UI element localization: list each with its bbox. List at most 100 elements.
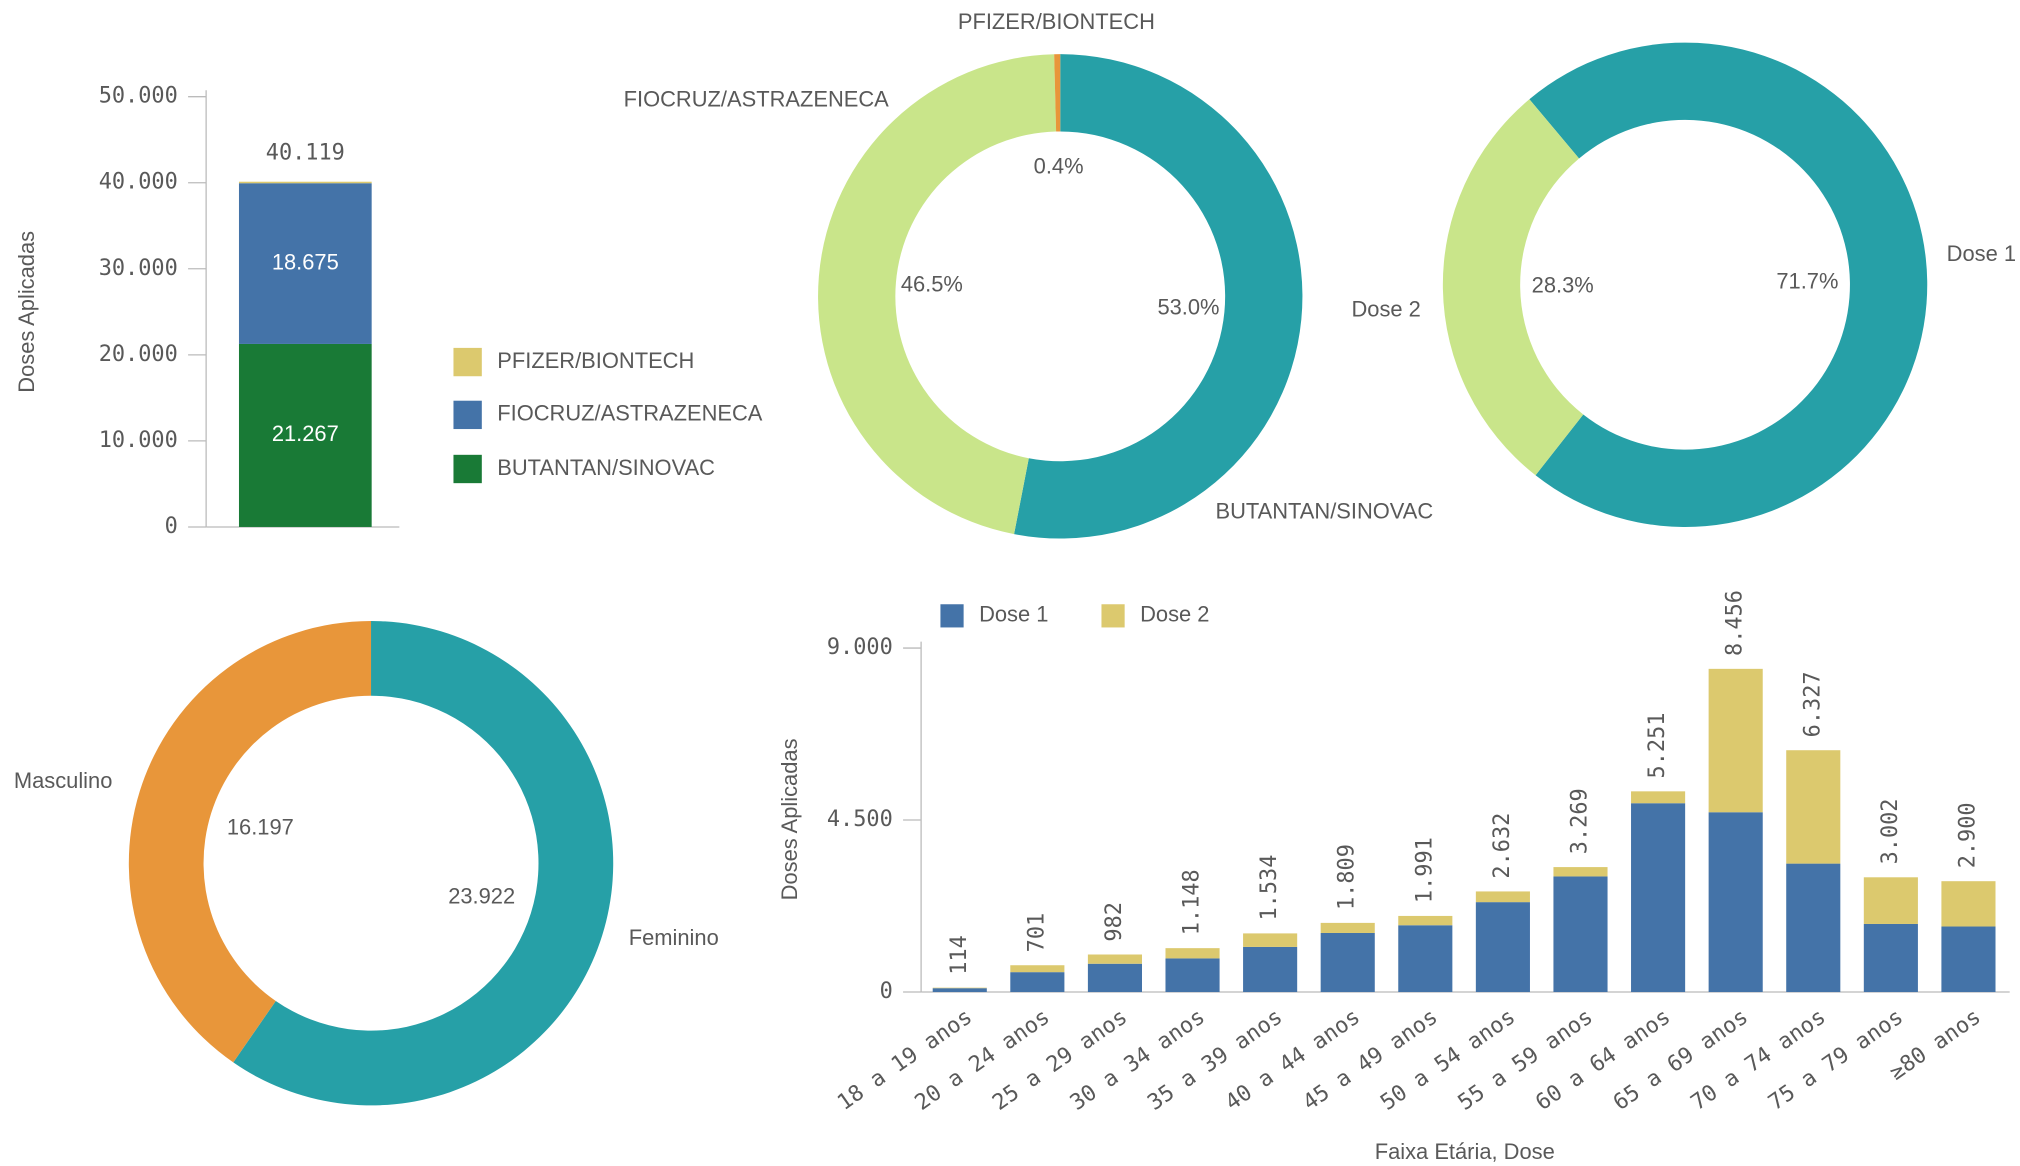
bar-segment: [1941, 881, 1996, 927]
x-tick-label: 18 a 19 anos: [833, 1005, 977, 1116]
bar-segment: [1941, 926, 1996, 993]
category-label: Masculino: [14, 768, 113, 793]
bar-segment: [1010, 972, 1065, 993]
bar-segment: [932, 988, 987, 993]
legend-label: Dose 1: [979, 602, 1048, 627]
y-axis-title: Doses Aplicadas: [777, 738, 802, 900]
category-label: BUTANTAN/SINOVAC: [1215, 499, 1433, 524]
bar-segment: [1165, 948, 1220, 959]
x-tick-label: 55 a 59 anos: [1454, 1005, 1598, 1116]
category-label: Dose 2: [1351, 296, 1420, 321]
value-label: 16.197: [227, 814, 294, 839]
legend-label: Dose 2: [1140, 602, 1209, 627]
total-label: 40.119: [266, 140, 345, 165]
legend-swatch: [453, 400, 482, 430]
value-label: 21.267: [272, 421, 339, 446]
legend-swatch: [1101, 604, 1125, 628]
total-label: 3.269: [1567, 788, 1592, 854]
x-tick-label: 40 a 44 anos: [1221, 1005, 1365, 1116]
x-tick-label: 35 a 39 anos: [1143, 1005, 1287, 1116]
value-label: 71.7%: [1776, 269, 1838, 294]
bar-segment: [1398, 915, 1453, 926]
y-tick-label: 10.000: [99, 428, 178, 453]
total-label: 1.534: [1257, 855, 1282, 921]
y-axis-title: Doses Aplicadas: [14, 231, 39, 393]
bar-segment: [1243, 933, 1298, 947]
y-tick-label: 40.000: [99, 170, 178, 195]
category-label: FIOCRUZ/ASTRAZENECA: [624, 86, 890, 111]
total-label: 8.456: [1723, 590, 1748, 656]
total-label: 1.148: [1180, 869, 1205, 935]
category-label: PFIZER/BIONTECH: [958, 9, 1155, 34]
bar-segment: [238, 181, 372, 184]
total-label: 2.632: [1490, 813, 1515, 879]
bar-segment: [1475, 891, 1530, 903]
value-label: 53.0%: [1157, 294, 1219, 319]
total-label: 5.251: [1645, 713, 1670, 779]
total-label: 701: [1024, 913, 1049, 953]
bar-segment: [1631, 803, 1686, 993]
bar-segment: [1398, 925, 1453, 993]
bar-segment: [1786, 750, 1841, 864]
bar-segment: [238, 343, 372, 527]
total-label: 114: [947, 935, 972, 975]
bar-segment: [1786, 863, 1841, 993]
bar-segment: [1863, 923, 1918, 993]
category-label: Feminino: [629, 925, 719, 950]
legend-swatch: [453, 454, 482, 484]
donut-slice: [1442, 99, 1584, 476]
bar-segment: [1087, 963, 1142, 993]
total-label: 3.002: [1878, 799, 1903, 865]
y-tick-label: 20.000: [99, 342, 178, 367]
legend-swatch: [940, 604, 964, 628]
x-tick-label: 65 a 69 anos: [1609, 1005, 1753, 1116]
y-tick-label: 50.000: [99, 84, 178, 109]
x-tick-label: 45 a 49 anos: [1299, 1005, 1443, 1116]
bar-segment: [1087, 954, 1142, 964]
value-label: 46.5%: [901, 271, 963, 296]
total-label: 982: [1102, 902, 1127, 942]
bar-segment: [1553, 876, 1608, 993]
x-tick-label: 30 a 34 anos: [1066, 1005, 1210, 1116]
total-label: 1.991: [1412, 837, 1437, 903]
x-tick-label: 75 a 79 anos: [1764, 1005, 1908, 1116]
value-label: 18.675: [272, 249, 339, 274]
y-tick-label: 0: [880, 979, 893, 1004]
x-tick-label: 70 a 74 anos: [1687, 1005, 1831, 1116]
x-tick-label: 20 a 24 anos: [911, 1005, 1055, 1116]
donut-slice: [1529, 42, 1928, 527]
x-tick-label: 60 a 64 anos: [1531, 1005, 1675, 1116]
value-label: 0.4%: [1034, 153, 1084, 178]
bar-segment: [932, 987, 987, 989]
bar-segment: [1708, 812, 1763, 993]
bar-segment: [1320, 922, 1375, 933]
legend-label: FIOCRUZ/ASTRAZENECA: [497, 401, 763, 426]
donut-slice: [1054, 54, 1061, 132]
bar-segment: [1863, 877, 1918, 924]
total-label: 2.900: [1955, 802, 1980, 868]
donut-slice: [818, 54, 1057, 535]
bar-segment: [1553, 867, 1608, 877]
total-label: 1.809: [1335, 844, 1360, 910]
bar-segment: [1243, 946, 1298, 993]
value-label: 23.922: [448, 884, 515, 909]
y-tick-label: 30.000: [99, 256, 178, 281]
legend-label: BUTANTAN/SINOVAC: [497, 455, 715, 480]
value-label: 28.3%: [1532, 273, 1594, 298]
bar-segment: [1475, 902, 1530, 993]
bar-segment: [1010, 965, 1065, 973]
x-tick-label: 50 a 54 anos: [1376, 1005, 1520, 1116]
legend-label: PFIZER/BIONTECH: [497, 348, 694, 373]
y-tick-label: 4.500: [827, 807, 893, 832]
y-tick-label: 9.000: [827, 635, 893, 660]
y-tick-label: 0: [165, 514, 178, 539]
donut-slice: [128, 621, 372, 1063]
bar-segment: [238, 183, 372, 344]
category-label: Dose 1: [1947, 241, 2016, 266]
legend-swatch: [453, 347, 482, 377]
bar-segment: [1165, 958, 1220, 993]
bar-segment: [1631, 791, 1686, 804]
bar-segment: [1320, 932, 1375, 993]
bar-segment: [1708, 668, 1763, 813]
